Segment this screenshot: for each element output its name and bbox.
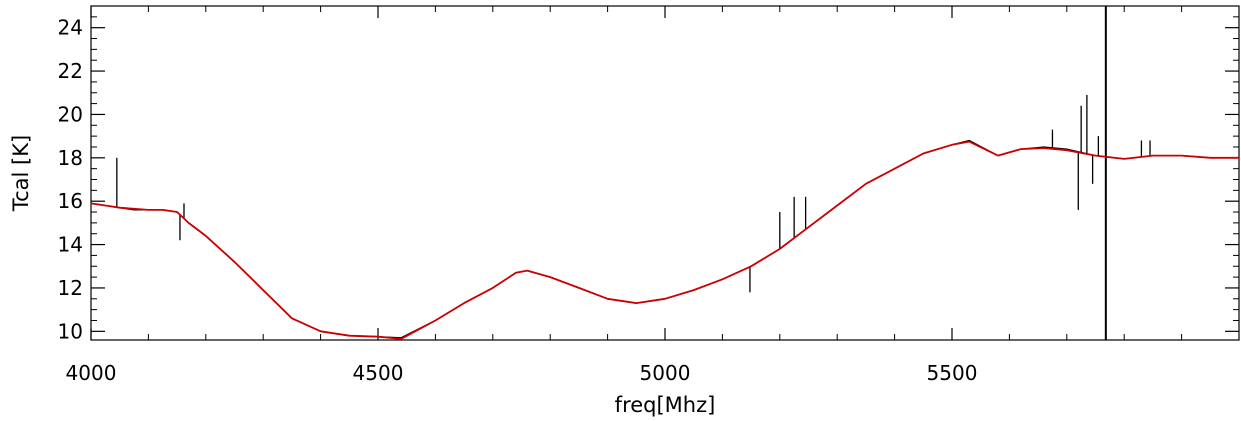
series-line-1 xyxy=(90,140,1239,340)
series-line-0 xyxy=(90,139,1239,339)
x-tick-label: 4000 xyxy=(66,361,117,385)
y-axis-label: Tcal [K] xyxy=(9,135,33,212)
y-tick-label: 22 xyxy=(58,59,83,83)
y-tick-label: 14 xyxy=(58,233,83,257)
x-axis-label: freq[Mhz] xyxy=(615,393,716,417)
axis-tick-labels: 4000 4500 5000 5500 10 12 14 16 18 20 22 24 xyxy=(58,16,978,385)
x-tick-label: 5000 xyxy=(640,361,691,385)
y-tick-label: 18 xyxy=(58,146,83,170)
y-tick-label: 20 xyxy=(58,102,83,126)
x-tick-label: 4500 xyxy=(353,361,404,385)
y-tick-label: 10 xyxy=(58,319,83,343)
y-tick-label: 12 xyxy=(58,276,83,300)
x-tick-label: 5500 xyxy=(927,361,978,385)
series-lines xyxy=(90,6,1239,340)
y-tick-label: 16 xyxy=(58,189,83,213)
y-tick-label: 24 xyxy=(58,16,83,40)
